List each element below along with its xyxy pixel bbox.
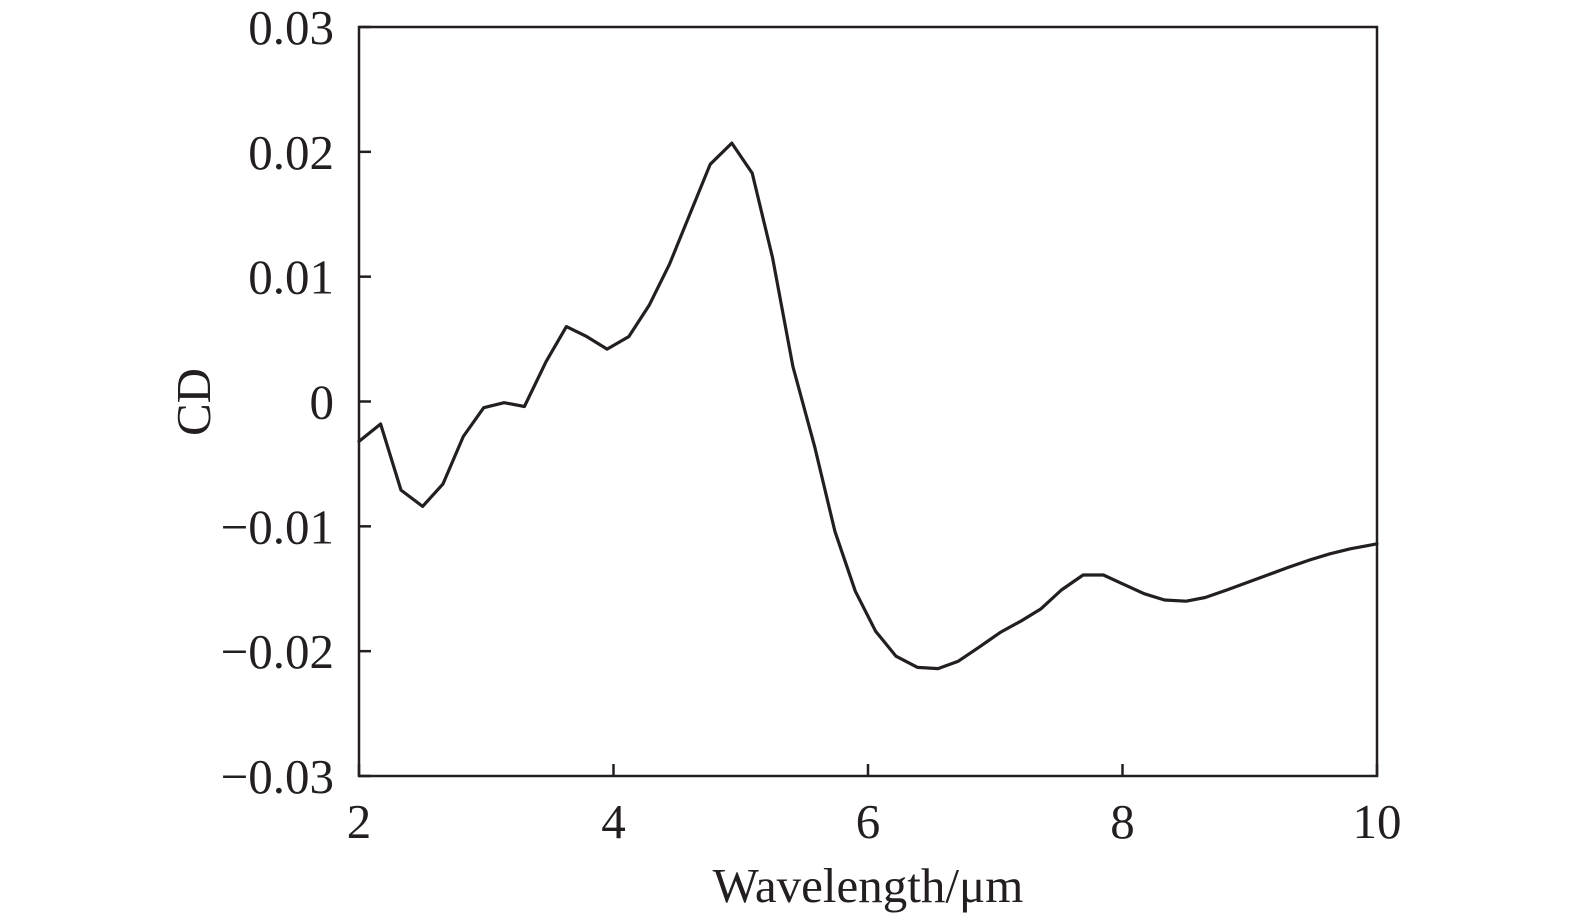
cd-curve-line bbox=[357, 141, 1379, 671]
y-tick-label: −0.01 bbox=[221, 499, 334, 554]
x-tick-label: 10 bbox=[1353, 794, 1402, 849]
series-layer bbox=[357, 141, 1379, 671]
x-axis-label: Wavelength/μm bbox=[713, 858, 1024, 913]
axis-ticks bbox=[357, 25, 1379, 778]
plot-frame bbox=[357, 25, 1379, 778]
y-tick-label: 0.02 bbox=[248, 125, 334, 180]
y-axis-label: CD bbox=[166, 368, 221, 436]
y-tick-label: 0 bbox=[310, 375, 335, 430]
y-tick-label: 0.01 bbox=[248, 250, 334, 305]
x-tick-label: 2 bbox=[347, 794, 372, 849]
tick-labels: 2 4 6 8 10 0.03 0.02 0.01 0 −0.01 −0.02 −0.03 bbox=[221, 0, 1402, 849]
y-tick-label: 0.03 bbox=[248, 0, 334, 55]
x-tick-label: 6 bbox=[856, 794, 881, 849]
y-tick-label: −0.03 bbox=[221, 749, 334, 804]
x-tick-label: 8 bbox=[1110, 794, 1135, 849]
x-tick-label: 4 bbox=[601, 794, 626, 849]
y-tick-label: −0.02 bbox=[221, 624, 334, 679]
